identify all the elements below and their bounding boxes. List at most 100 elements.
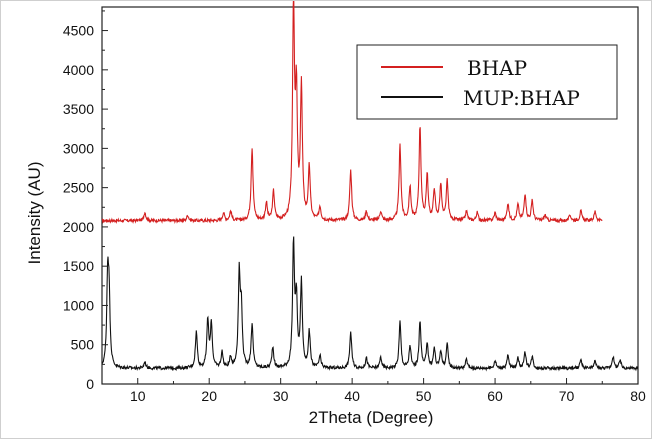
peak-point-0-29: [544, 215, 545, 216]
peak-point-1-7: [230, 357, 231, 358]
peak-point-1-34: [595, 361, 596, 362]
x-tick-label-50: 50: [416, 388, 432, 404]
peak-point-0-20: [440, 185, 441, 186]
peak-point-1-10: [251, 324, 252, 325]
peak-point-0-18: [427, 175, 428, 176]
y-tick-label-1000: 1000: [63, 297, 94, 313]
peak-point-1-20: [399, 321, 400, 322]
series-line-mup-bhap: [101, 236, 639, 372]
y-tick-label-500: 500: [71, 337, 95, 353]
peak-point-0-24: [494, 212, 495, 213]
y-tick-label-3500: 3500: [63, 101, 94, 117]
peak-point-0-25: [507, 203, 508, 204]
peak-point-0-13: [366, 211, 367, 212]
peak-point-1-18: [366, 357, 367, 358]
series-layer: [101, 1, 639, 372]
peak-point-0-19: [434, 189, 435, 190]
peak-point-0-17: [419, 127, 420, 128]
peak-point-0-14: [380, 211, 381, 212]
x-tick-label-30: 30: [273, 388, 289, 404]
peak-point-0-22: [466, 211, 467, 212]
y-tick-label-3000: 3000: [63, 140, 94, 156]
peak-point-1-13: [296, 303, 297, 304]
peak-point-1-24: [434, 348, 435, 349]
x-tick-label-40: 40: [344, 388, 360, 404]
x-tick-label-20: 20: [201, 388, 217, 404]
peak-point-0-23: [477, 212, 478, 213]
legend-label-mup-bhap: MUP:BHAP: [463, 86, 580, 110]
peak-point-1-21: [409, 346, 410, 347]
peak-point-0-9: [301, 87, 302, 88]
peak-point-0-1: [187, 215, 188, 216]
peak-point-1-22: [419, 321, 420, 322]
x-tick-label-70: 70: [559, 388, 575, 404]
peak-point-1-32: [532, 356, 533, 357]
axes-layer: 10 20 30 40 50 60 70 80 0 500 1000 1500 2000 2500 3000…: [63, 10, 646, 404]
y-tick-label-2500: 2500: [63, 180, 94, 196]
peak-point-1-17: [350, 332, 351, 333]
x-tick-label-80: 80: [630, 388, 646, 404]
peak-point-0-32: [595, 211, 596, 212]
peak-point-0-0: [144, 211, 145, 212]
peak-point-1-11: [272, 346, 273, 347]
peak-point-1-12: [293, 247, 294, 248]
peak-point-0-27: [524, 193, 525, 194]
peak-point-1-23: [427, 343, 428, 344]
peak-point-0-11: [319, 207, 320, 208]
x-axis-title: 2Theta (Degree): [309, 408, 434, 427]
peak-point-0-10: [309, 167, 310, 168]
peak-point-0-7: [293, 10, 294, 11]
y-axis-title: Intensity (AU): [25, 162, 44, 265]
peak-point-1-1: [109, 308, 110, 309]
legend-box: [356, 44, 618, 120]
peak-point-1-4: [207, 320, 208, 321]
peak-point-0-30: [570, 215, 571, 216]
peak-point-1-28: [494, 360, 495, 361]
peak-point-1-16: [319, 356, 320, 357]
x-tick-label-10: 10: [130, 388, 146, 404]
peak-point-1-33: [580, 360, 581, 361]
legend: BHAP MUP:BHAP: [356, 44, 618, 120]
peak-point-1-3: [196, 332, 197, 333]
peak-point-0-3: [230, 211, 231, 212]
peak-point-0-26: [517, 204, 518, 205]
peak-point-1-9: [241, 313, 242, 314]
peak-point-0-6: [273, 191, 274, 192]
y-tick-label-4000: 4000: [63, 62, 94, 78]
peak-point-1-19: [380, 357, 381, 358]
plot-border: [101, 6, 639, 385]
peak-point-1-8: [239, 276, 240, 277]
peak-point-0-31: [580, 211, 581, 212]
peak-point-1-25: [440, 350, 441, 351]
peak-point-1-29: [507, 355, 508, 356]
peak-point-1-30: [517, 357, 518, 358]
peak-point-0-15: [399, 145, 400, 146]
peak-point-0-2: [223, 212, 224, 213]
series-line-bhap: [101, 1, 603, 225]
y-tick-label-4500: 4500: [63, 23, 94, 39]
peak-point-0-5: [266, 203, 267, 204]
y-tick-label-2000: 2000: [63, 219, 94, 235]
peak-point-0-4: [251, 147, 252, 148]
y-tick-label-0: 0: [86, 376, 94, 392]
peak-point-1-0: [107, 280, 108, 281]
plot-area: [101, 6, 639, 385]
peak-point-0-28: [532, 200, 533, 201]
peak-point-1-2: [144, 361, 145, 362]
peak-point-1-14: [301, 283, 302, 284]
y-tick-label-1500: 1500: [63, 258, 94, 274]
peak-point-1-27: [466, 359, 467, 360]
peak-point-1-6: [221, 352, 222, 353]
peak-point-1-35: [612, 356, 613, 357]
peak-point-1-26: [447, 344, 448, 345]
peak-point-0-8: [296, 101, 297, 102]
peak-point-1-31: [524, 352, 525, 353]
peak-point-1-5: [211, 324, 212, 325]
peak-point-0-21: [447, 181, 448, 182]
peak-point-1-15: [309, 332, 310, 333]
peak-point-0-16: [409, 187, 410, 188]
peak-point-0-12: [350, 170, 351, 171]
peak-point-1-36: [620, 360, 621, 361]
